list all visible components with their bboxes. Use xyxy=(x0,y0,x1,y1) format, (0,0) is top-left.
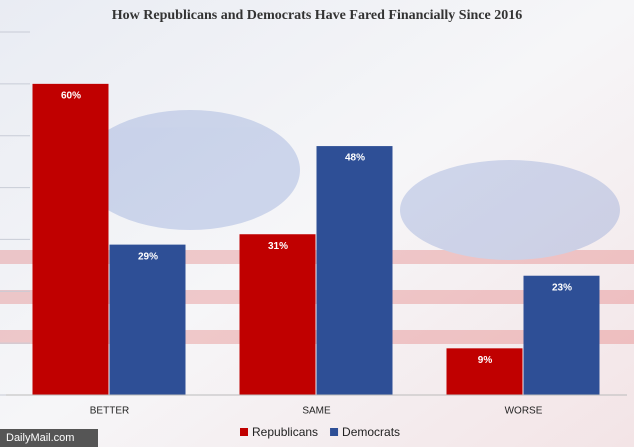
legend-label: Republicans xyxy=(252,425,318,439)
value-label: 23% xyxy=(552,282,572,293)
watermark-bg xyxy=(0,429,98,447)
x-tick-label: WORSE xyxy=(505,406,543,417)
value-label: 60% xyxy=(61,90,81,101)
value-label: 48% xyxy=(345,153,365,164)
value-label: 29% xyxy=(138,251,158,262)
x-tick-label: BETTER xyxy=(90,406,129,417)
watermark: DailyMail.com xyxy=(6,432,74,444)
legend-label: Democrats xyxy=(342,425,400,439)
bar xyxy=(109,244,186,395)
bar xyxy=(446,348,523,395)
chart-title: How Republicans and Democrats Have Fared… xyxy=(112,8,522,23)
value-label: 31% xyxy=(268,241,288,252)
bar xyxy=(523,275,600,395)
x-tick-label: SAME xyxy=(302,406,331,417)
legend-swatch xyxy=(240,428,248,436)
bar xyxy=(32,83,109,395)
bar xyxy=(316,146,393,395)
bar xyxy=(239,234,316,395)
value-label: 9% xyxy=(478,355,493,366)
legend-swatch xyxy=(330,428,339,436)
